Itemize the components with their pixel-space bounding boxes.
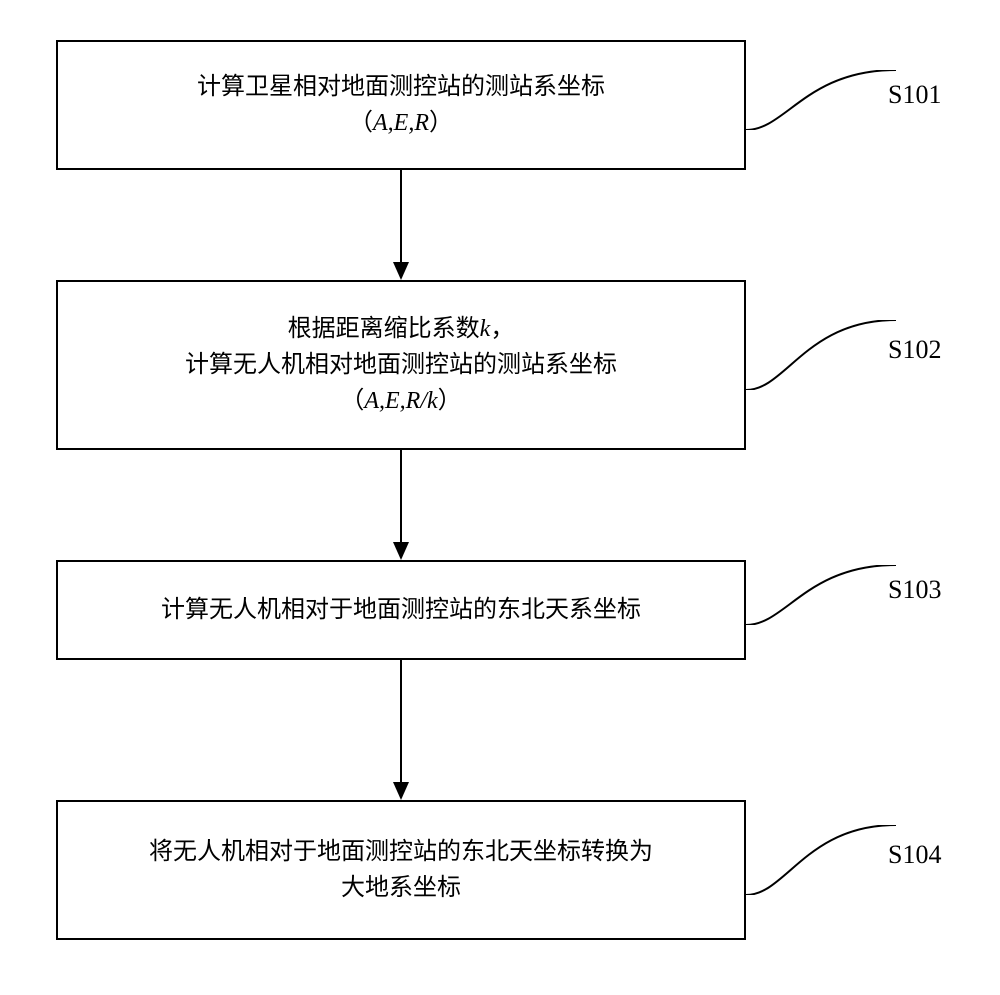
arrow — [400, 660, 402, 782]
arrow-head-icon — [393, 782, 409, 800]
leader-line — [746, 70, 896, 130]
leader-line — [746, 320, 896, 390]
flow-node-s104: 将无人机相对于地面测控站的东北天坐标转换为 大地系坐标 — [56, 800, 746, 940]
leader-line — [746, 825, 896, 895]
step-label-s103: S103 — [888, 575, 941, 605]
step-label-s101: S101 — [888, 80, 941, 110]
node-text: 计算无人机相对于地面测控站的东北天系坐标 — [161, 592, 641, 628]
arrow — [400, 450, 402, 542]
flow-node-s101: 计算卫星相对地面测控站的测站系坐标 （A,E,R） — [56, 40, 746, 170]
step-label-s102: S102 — [888, 335, 941, 365]
node-text: 计算无人机相对地面测控站的测站系坐标 — [185, 347, 617, 383]
arrow-head-icon — [393, 262, 409, 280]
node-text: 大地系坐标 — [341, 870, 461, 906]
node-text-math: （A,E,R） — [349, 105, 453, 141]
leader-line — [746, 565, 896, 625]
flowchart-canvas: 计算卫星相对地面测控站的测站系坐标 （A,E,R） S101 根据距离缩比系数k… — [0, 0, 1000, 995]
node-text: 根据距离缩比系数k， — [288, 311, 515, 347]
arrow-head-icon — [393, 542, 409, 560]
node-text: 将无人机相对于地面测控站的东北天坐标转换为 — [149, 834, 653, 870]
node-text: 计算卫星相对地面测控站的测站系坐标 — [197, 69, 605, 105]
node-text-math: （A,E,R/k） — [340, 383, 461, 419]
step-label-s104: S104 — [888, 840, 941, 870]
arrow — [400, 170, 402, 262]
flow-node-s102: 根据距离缩比系数k， 计算无人机相对地面测控站的测站系坐标 （A,E,R/k） — [56, 280, 746, 450]
flow-node-s103: 计算无人机相对于地面测控站的东北天系坐标 — [56, 560, 746, 660]
